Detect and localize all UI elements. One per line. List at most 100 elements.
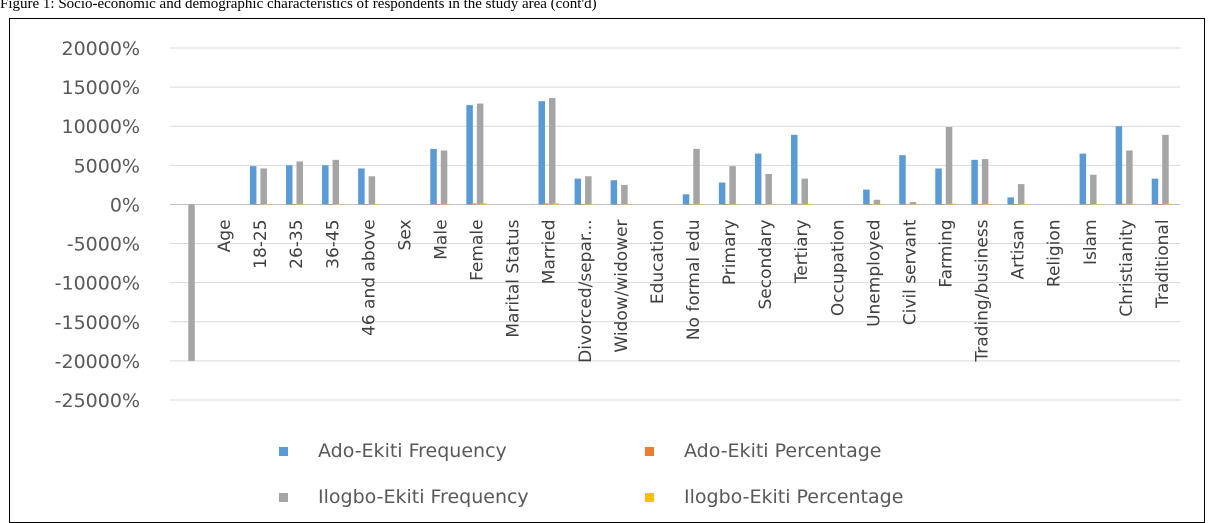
bar	[480, 203, 487, 205]
bar	[899, 155, 906, 205]
bar	[729, 166, 736, 205]
bar	[430, 148, 437, 205]
bar	[732, 204, 740, 205]
bar	[624, 204, 632, 205]
bar	[1007, 197, 1014, 205]
bar	[1165, 203, 1173, 205]
x-tick-label: Farming	[937, 219, 957, 287]
x-tick-label: Christianity	[1117, 219, 1137, 316]
bar	[1017, 184, 1025, 205]
x-tick-label: Married	[540, 219, 560, 284]
bar	[253, 204, 260, 205]
figure-caption: Figure 1: Socio-economic and demographic…	[0, 0, 597, 12]
bar	[1119, 203, 1126, 205]
bar	[938, 204, 946, 205]
bar	[476, 103, 484, 205]
bar	[765, 173, 772, 205]
bar	[361, 204, 369, 205]
bar	[791, 134, 798, 205]
bar	[768, 204, 776, 205]
bar	[1129, 203, 1137, 205]
y-tick-label: -10000%	[55, 273, 140, 295]
bar	[249, 166, 257, 205]
bar	[985, 203, 992, 205]
bar	[289, 204, 296, 205]
x-tick-label: Sex	[395, 219, 415, 250]
y-tick-label: 5000%	[74, 155, 140, 177]
x-tick-label: Religion	[1045, 219, 1065, 287]
x-tick-label: 46 and above	[359, 219, 379, 336]
bar	[296, 161, 303, 205]
x-tick-label: Marital Status	[504, 219, 524, 337]
x-tick-label: Unemployed	[864, 219, 884, 326]
x-tick-label: Education	[648, 219, 668, 304]
bar	[300, 204, 307, 205]
bar	[902, 203, 910, 205]
y-tick-label: 10000%	[62, 116, 141, 138]
bar	[945, 127, 953, 205]
bar	[188, 204, 195, 361]
bar	[981, 159, 989, 205]
bar	[322, 165, 329, 205]
bar	[1162, 134, 1169, 205]
bar	[263, 204, 271, 205]
bar	[805, 204, 812, 205]
x-tick-label: Traditional	[1153, 219, 1173, 309]
bar	[866, 204, 874, 205]
bar	[754, 153, 762, 205]
bar	[368, 176, 376, 205]
bar	[1151, 178, 1159, 205]
x-tick-label: 18-25	[251, 219, 271, 268]
bar	[552, 203, 559, 205]
bar	[433, 203, 441, 205]
x-tick-label: Female	[468, 219, 488, 280]
bar	[1021, 204, 1028, 205]
x-tick-label: 36-45	[323, 219, 343, 268]
x-tick-label: Age	[215, 219, 235, 252]
bar	[722, 204, 729, 205]
bar	[325, 204, 333, 205]
bar	[1126, 150, 1133, 205]
x-tick-label: 26-35	[287, 219, 307, 268]
bar	[260, 168, 267, 205]
bar	[286, 165, 293, 205]
x-tick-label: Artisan	[1009, 219, 1029, 279]
bar	[358, 168, 365, 205]
bar	[588, 204, 596, 205]
bar	[863, 189, 870, 205]
bar	[949, 203, 956, 205]
y-tick-label: -20000%	[55, 351, 140, 373]
chart-frame	[9, 18, 1205, 523]
bar	[971, 159, 978, 205]
y-tick-label: 20000%	[62, 38, 141, 60]
bar	[332, 159, 340, 205]
bar	[696, 203, 704, 205]
bar	[538, 101, 545, 205]
bar	[466, 105, 473, 205]
bar	[621, 184, 628, 205]
bar	[758, 203, 765, 205]
x-tick-label: Secondary	[756, 219, 776, 309]
bar	[578, 204, 585, 205]
bar	[574, 178, 582, 205]
x-tick-label: Islam	[1081, 219, 1101, 265]
bar	[974, 203, 982, 205]
x-tick-label: Occupation	[828, 219, 848, 316]
x-tick-label: Civil servant	[900, 219, 920, 325]
y-tick-label: 15000%	[62, 77, 141, 99]
bar	[718, 182, 726, 205]
bar	[1083, 203, 1090, 205]
bar	[909, 202, 917, 205]
bar	[1115, 126, 1123, 205]
x-tick-label: Widow/widower	[612, 219, 632, 352]
bar	[686, 204, 693, 205]
x-tick-label: Divorced/separ...	[576, 219, 596, 362]
y-tick-label: -15000%	[55, 312, 140, 334]
bar	[614, 204, 621, 205]
bar	[877, 204, 884, 205]
bar	[444, 203, 451, 205]
bar	[1090, 174, 1097, 205]
bar	[1155, 204, 1162, 205]
bar	[693, 148, 700, 205]
